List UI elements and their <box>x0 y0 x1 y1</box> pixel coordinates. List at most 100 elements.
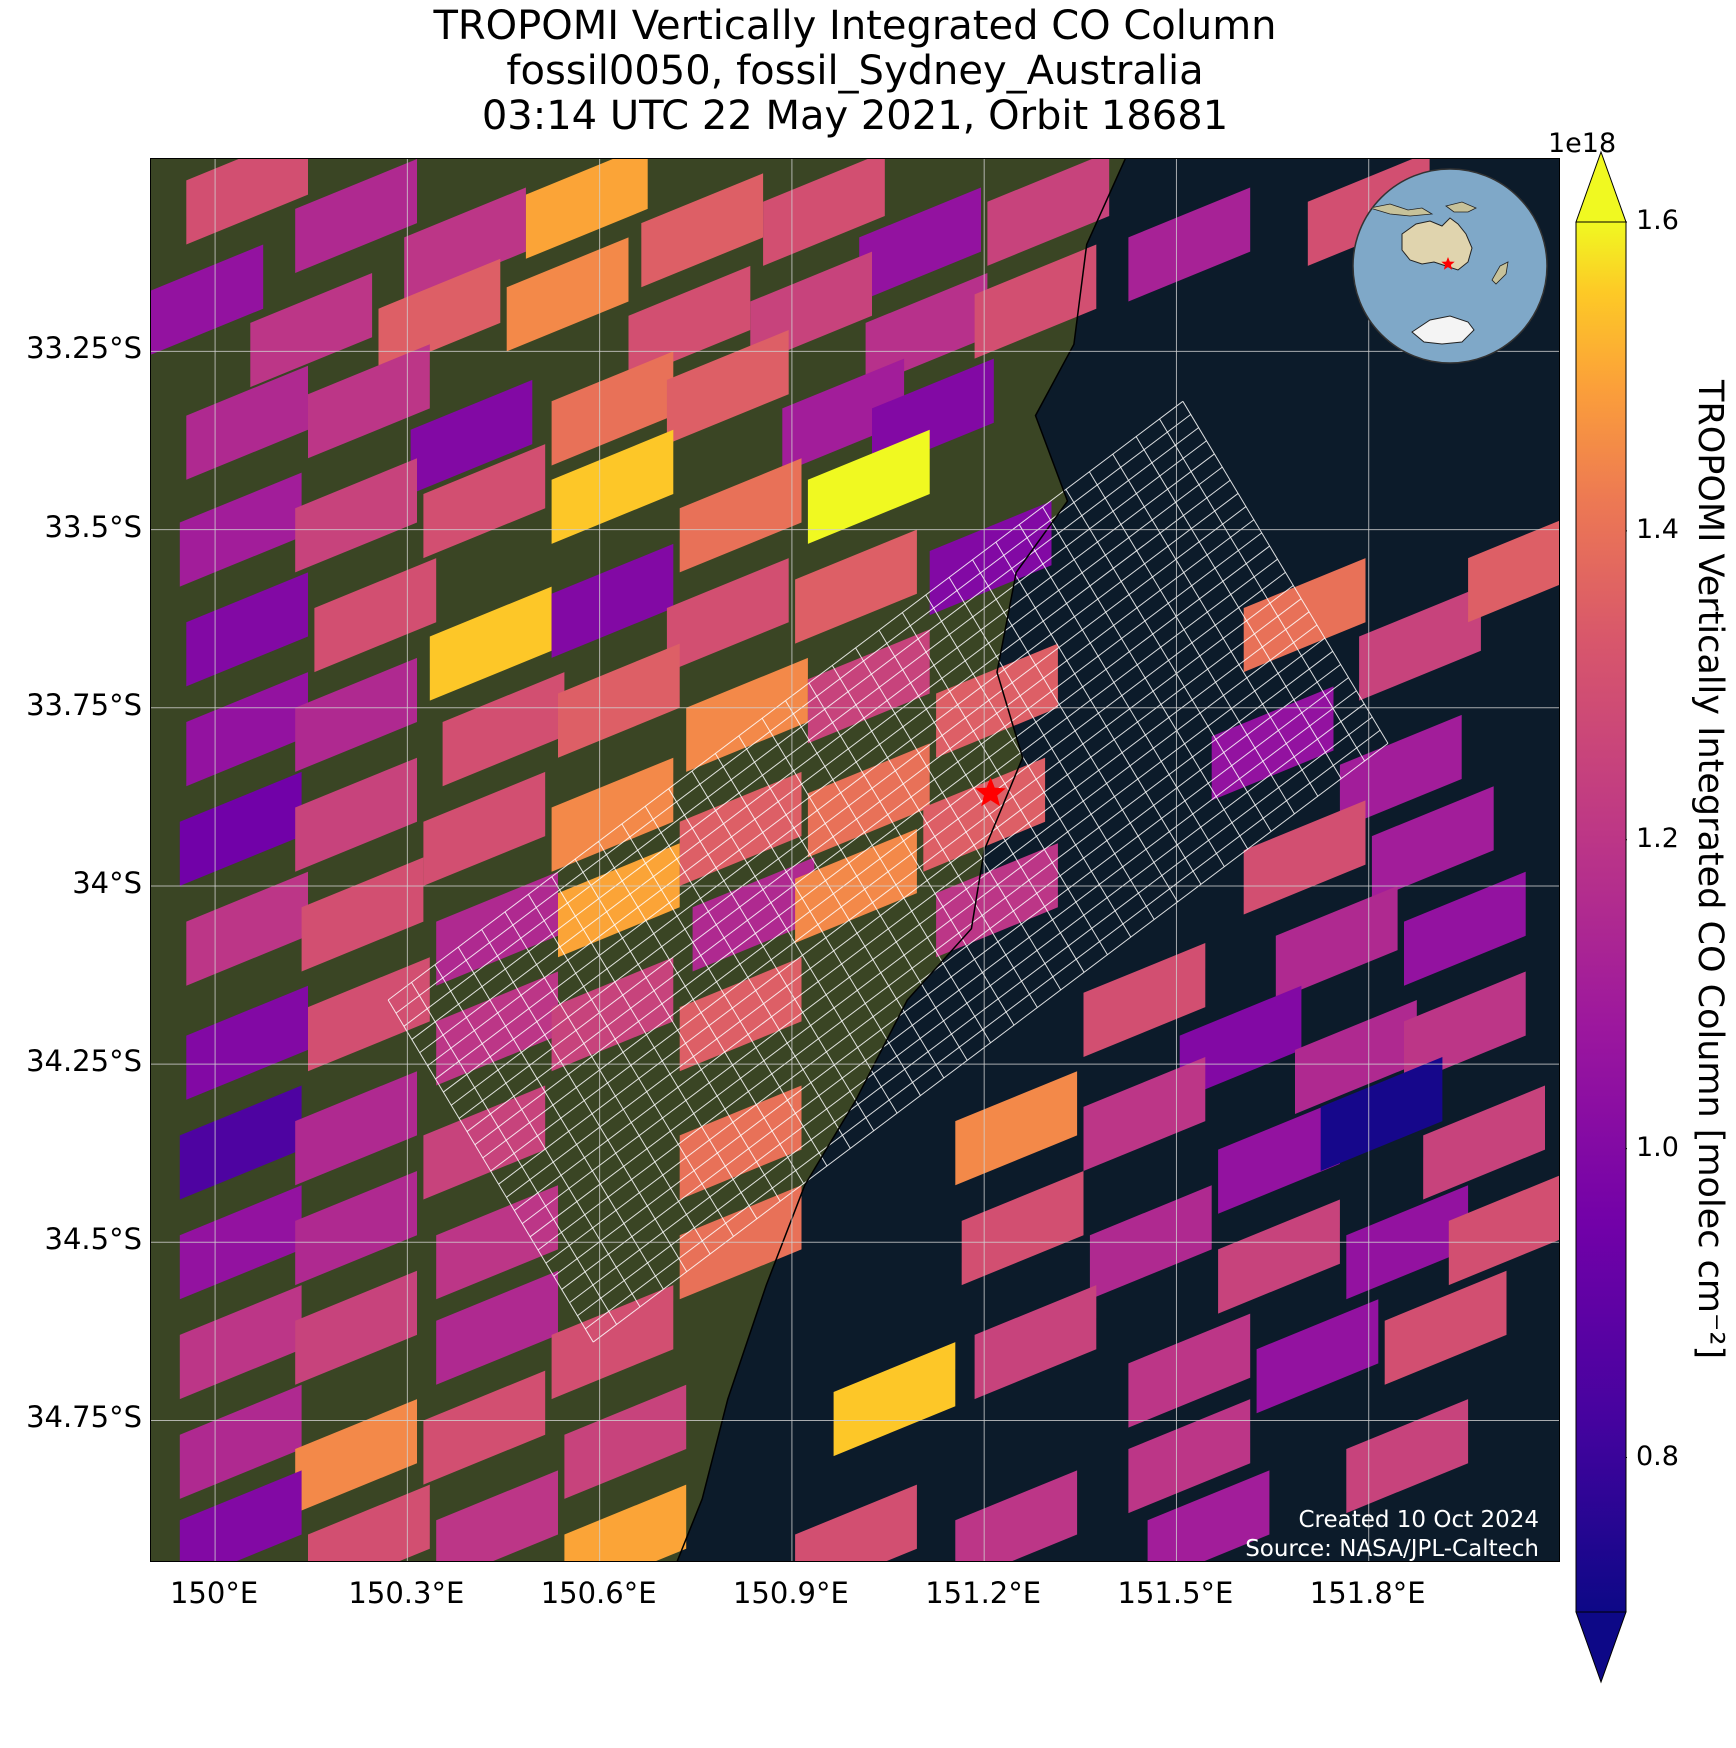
colorbar-gradient <box>1575 221 1627 1613</box>
co-pixel <box>955 1470 1078 1561</box>
co-pixel <box>1468 520 1559 623</box>
longitude-label: 150°E <box>169 1576 259 1610</box>
co-pixel <box>506 237 629 352</box>
co-pixel <box>179 1384 302 1499</box>
sam-grid-line <box>561 690 1357 1290</box>
co-pixel <box>308 1484 430 1561</box>
longitude-label: 150.9°E <box>732 1576 849 1610</box>
co-pixel <box>179 1285 302 1400</box>
co-pixel <box>1128 1399 1251 1514</box>
co-pixel <box>782 358 905 473</box>
co-pixel <box>436 1270 558 1385</box>
co-pixel <box>423 1085 546 1200</box>
co-pixel <box>179 771 302 886</box>
target-star-icon[interactable] <box>975 777 1006 807</box>
co-pixel <box>186 985 308 1100</box>
plot-title: TROPOMI Vertically Integrated CO Column … <box>150 4 1560 139</box>
co-pixel <box>186 159 308 245</box>
co-pixel <box>1404 971 1526 1086</box>
co-pixel <box>1218 1199 1340 1314</box>
co-pixel <box>1346 1399 1469 1514</box>
sam-grid-line <box>577 716 1373 1317</box>
co-pixel <box>807 629 930 744</box>
latitude-label: 34.75°S <box>26 1400 142 1435</box>
colorbar-tick-marks <box>1626 221 1627 1459</box>
co-pixel <box>679 957 802 1072</box>
colorbar-tick-label: 1.0 <box>1636 1131 1679 1163</box>
co-pixel <box>551 1285 674 1400</box>
map-canvas[interactable] <box>151 159 1560 1562</box>
colorbar-tick-label: 0.8 <box>1636 1440 1679 1472</box>
colorbar-tick-label: 1.2 <box>1636 822 1679 854</box>
co-pixel <box>410 379 533 494</box>
sam-grid-line <box>411 440 1207 1040</box>
title-line-3: 03:14 UTC 22 May 2021, Orbit 18681 <box>481 93 1229 139</box>
credit-source: Source: NASA/JPL-Caltech <box>1245 1536 1539 1562</box>
colorbar-max-extension <box>1575 150 1627 223</box>
globe-australia <box>1401 217 1473 271</box>
co-pixel <box>1275 885 1398 1000</box>
sam-grid-line <box>458 519 1255 1119</box>
co-pixel-layer <box>151 159 1559 1561</box>
sam-grid-line <box>474 545 1270 1146</box>
sam-grid-line <box>569 703 1365 1303</box>
co-pixel <box>564 1384 687 1499</box>
co-pixel <box>404 187 526 302</box>
co-pixel <box>314 558 437 673</box>
co-pixel <box>308 344 430 459</box>
longitude-label: 151.8°E <box>1309 1576 1426 1610</box>
co-pixel <box>1295 1000 1417 1114</box>
co-pixel <box>295 159 417 273</box>
co-pixel <box>987 159 1110 266</box>
sam-grid-line <box>537 650 1334 1251</box>
co-pixel <box>1147 1470 1270 1561</box>
co-pixel <box>295 1399 417 1514</box>
colorbar-exponent: 1e18 <box>1548 128 1617 159</box>
sam-grid-line <box>435 479 1231 1080</box>
co-pixel <box>295 1071 417 1186</box>
latitude-label: 34.25°S <box>26 1044 142 1079</box>
co-pixel <box>641 173 764 288</box>
co-pixel <box>974 1285 1097 1400</box>
title-line-2: fossil0050, fossil_Sydney_Australia <box>506 48 1204 94</box>
sam-grid-line <box>427 466 1223 1067</box>
co-pixel <box>186 572 308 687</box>
co-pixel <box>955 1071 1078 1186</box>
co-pixel <box>666 558 789 673</box>
latitude-label: 33.75°S <box>26 687 142 722</box>
co-pixel <box>295 1270 417 1385</box>
co-pixel <box>763 159 885 266</box>
co-pixel <box>1339 714 1462 829</box>
co-pixel <box>1320 1057 1443 1171</box>
co-pixel <box>795 529 917 644</box>
map-panel[interactable] <box>150 158 1560 1562</box>
co-pixel <box>442 672 565 787</box>
colorbar-label: TROPOMI Vertically Integrated CO Column … <box>1690 380 1730 1360</box>
co-pixel <box>1384 1270 1507 1385</box>
co-pixel <box>436 871 558 986</box>
co-pixel <box>525 159 648 259</box>
co-pixel <box>295 657 417 772</box>
co-pixel <box>1128 187 1251 302</box>
co-pixel <box>378 258 501 373</box>
sam-grid-line <box>521 624 1318 1225</box>
co-pixel <box>564 1484 687 1561</box>
inset-target-star-icon <box>1441 257 1455 270</box>
sam-grid-line <box>482 558 1278 1159</box>
co-pixel <box>151 244 264 355</box>
co-pixel <box>807 429 930 544</box>
colorbar-tick-label: 1.4 <box>1636 513 1679 545</box>
latitude-label: 33.25°S <box>26 331 142 366</box>
longitude-label: 151.5°E <box>1117 1576 1234 1610</box>
longitude-label: 150.6°E <box>540 1576 657 1610</box>
longitude-label: 151.2°E <box>925 1576 1042 1610</box>
co-pixel <box>551 351 674 466</box>
co-pixel <box>1256 1299 1379 1414</box>
colorbar <box>1575 150 1627 1684</box>
co-pixel <box>1404 871 1526 986</box>
co-pixel <box>1083 943 1206 1057</box>
sam-grid-line <box>387 400 1184 1001</box>
co-pixel <box>423 1370 546 1485</box>
colorbar-tick-label: 1.6 <box>1636 205 1679 236</box>
co-pixel <box>551 429 674 544</box>
